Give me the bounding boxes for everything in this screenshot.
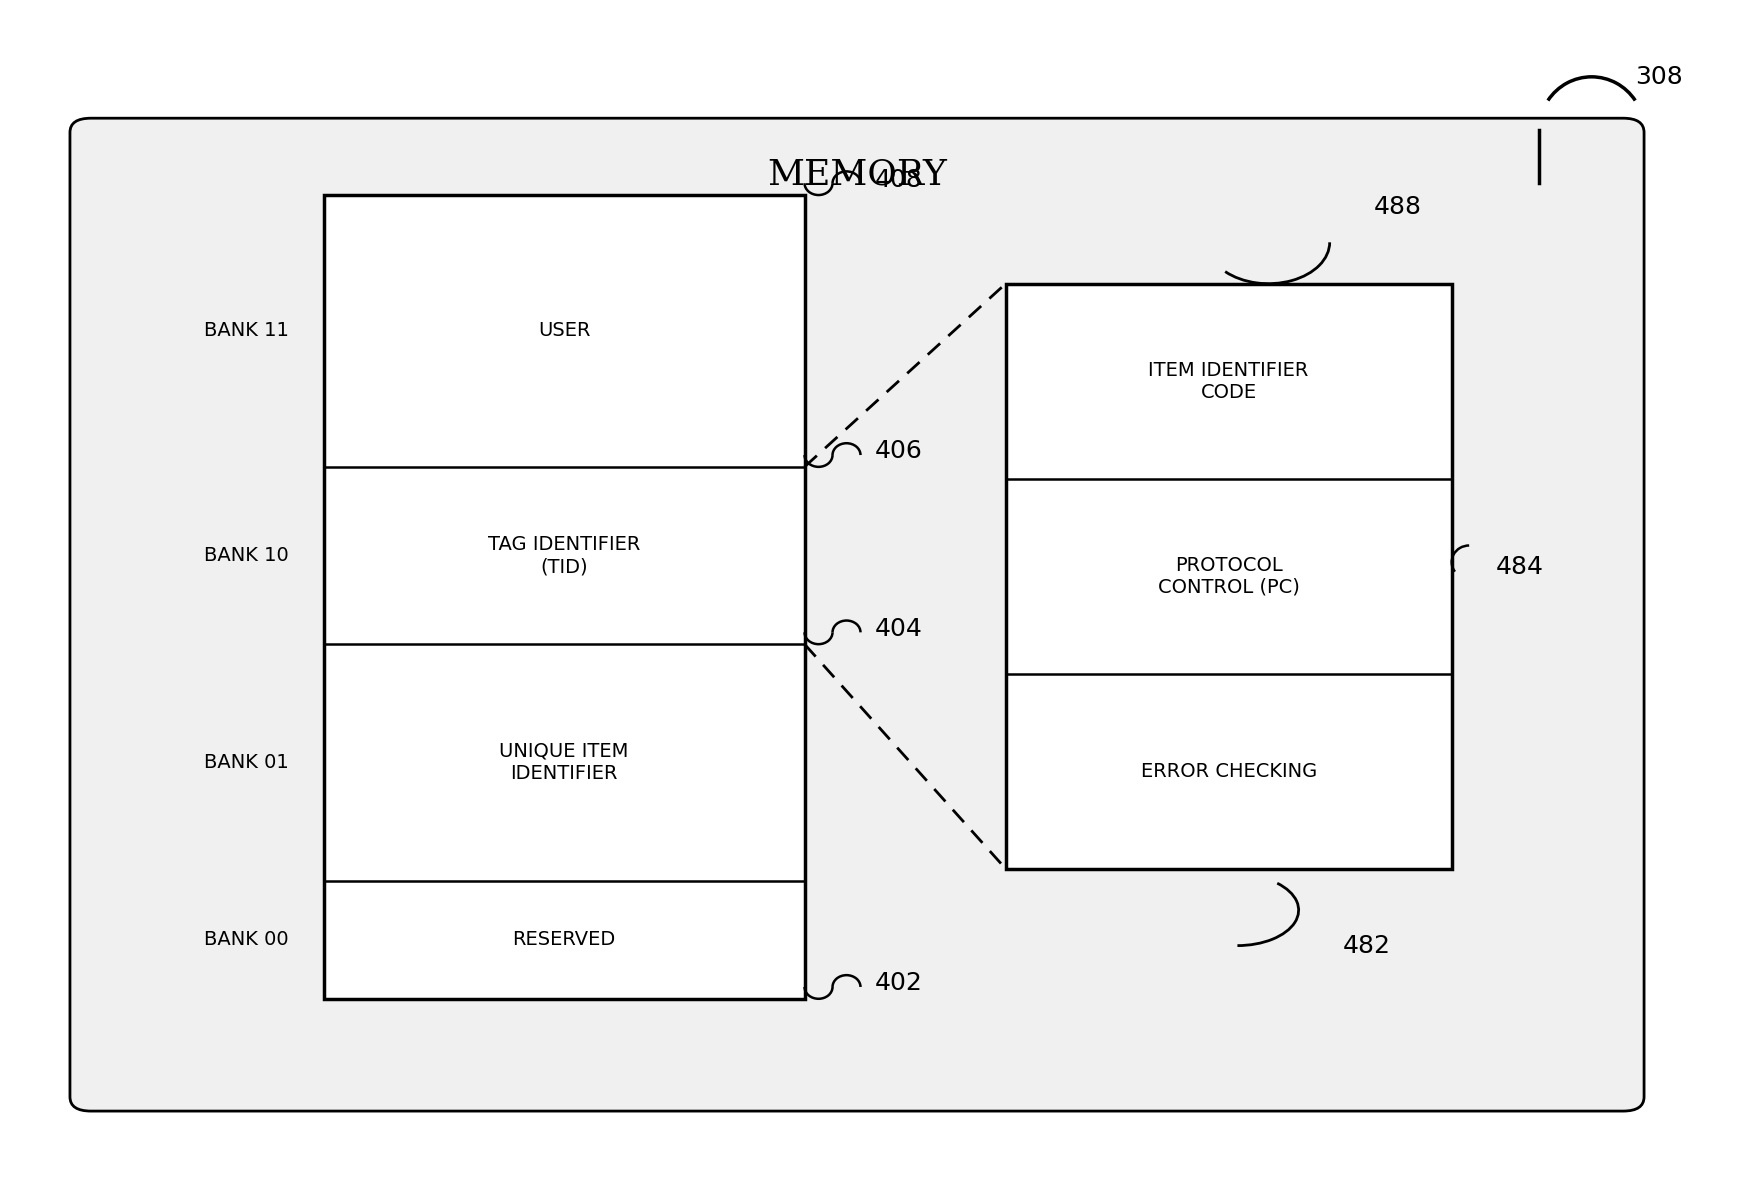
Text: 482: 482 — [1341, 934, 1390, 957]
Text: 406: 406 — [874, 440, 921, 463]
Text: ITEM IDENTIFIER
CODE: ITEM IDENTIFIER CODE — [1148, 361, 1308, 402]
Text: 408: 408 — [874, 168, 921, 191]
Text: RESERVED: RESERVED — [512, 930, 615, 949]
Text: USER: USER — [537, 322, 591, 340]
Text: MEMORY: MEMORY — [767, 158, 946, 191]
Bar — [323, 195, 804, 999]
Text: 488: 488 — [1372, 195, 1421, 219]
Text: 308: 308 — [1634, 65, 1682, 89]
Text: BANK 11: BANK 11 — [203, 322, 288, 340]
Text: BANK 10: BANK 10 — [205, 546, 288, 565]
Text: BANK 01: BANK 01 — [205, 753, 288, 772]
Text: TAG IDENTIFIER
(TID): TAG IDENTIFIER (TID) — [488, 535, 640, 576]
Text: ERROR CHECKING: ERROR CHECKING — [1140, 761, 1316, 781]
Bar — [1005, 284, 1451, 869]
Text: UNIQUE ITEM
IDENTIFIER: UNIQUE ITEM IDENTIFIER — [500, 742, 628, 782]
Text: 404: 404 — [874, 617, 921, 641]
Text: PROTOCOL
CONTROL (PC): PROTOCOL CONTROL (PC) — [1157, 556, 1299, 597]
FancyBboxPatch shape — [70, 118, 1643, 1111]
Text: 484: 484 — [1495, 554, 1542, 579]
Text: BANK 00: BANK 00 — [205, 930, 288, 949]
Text: 402: 402 — [874, 972, 921, 995]
